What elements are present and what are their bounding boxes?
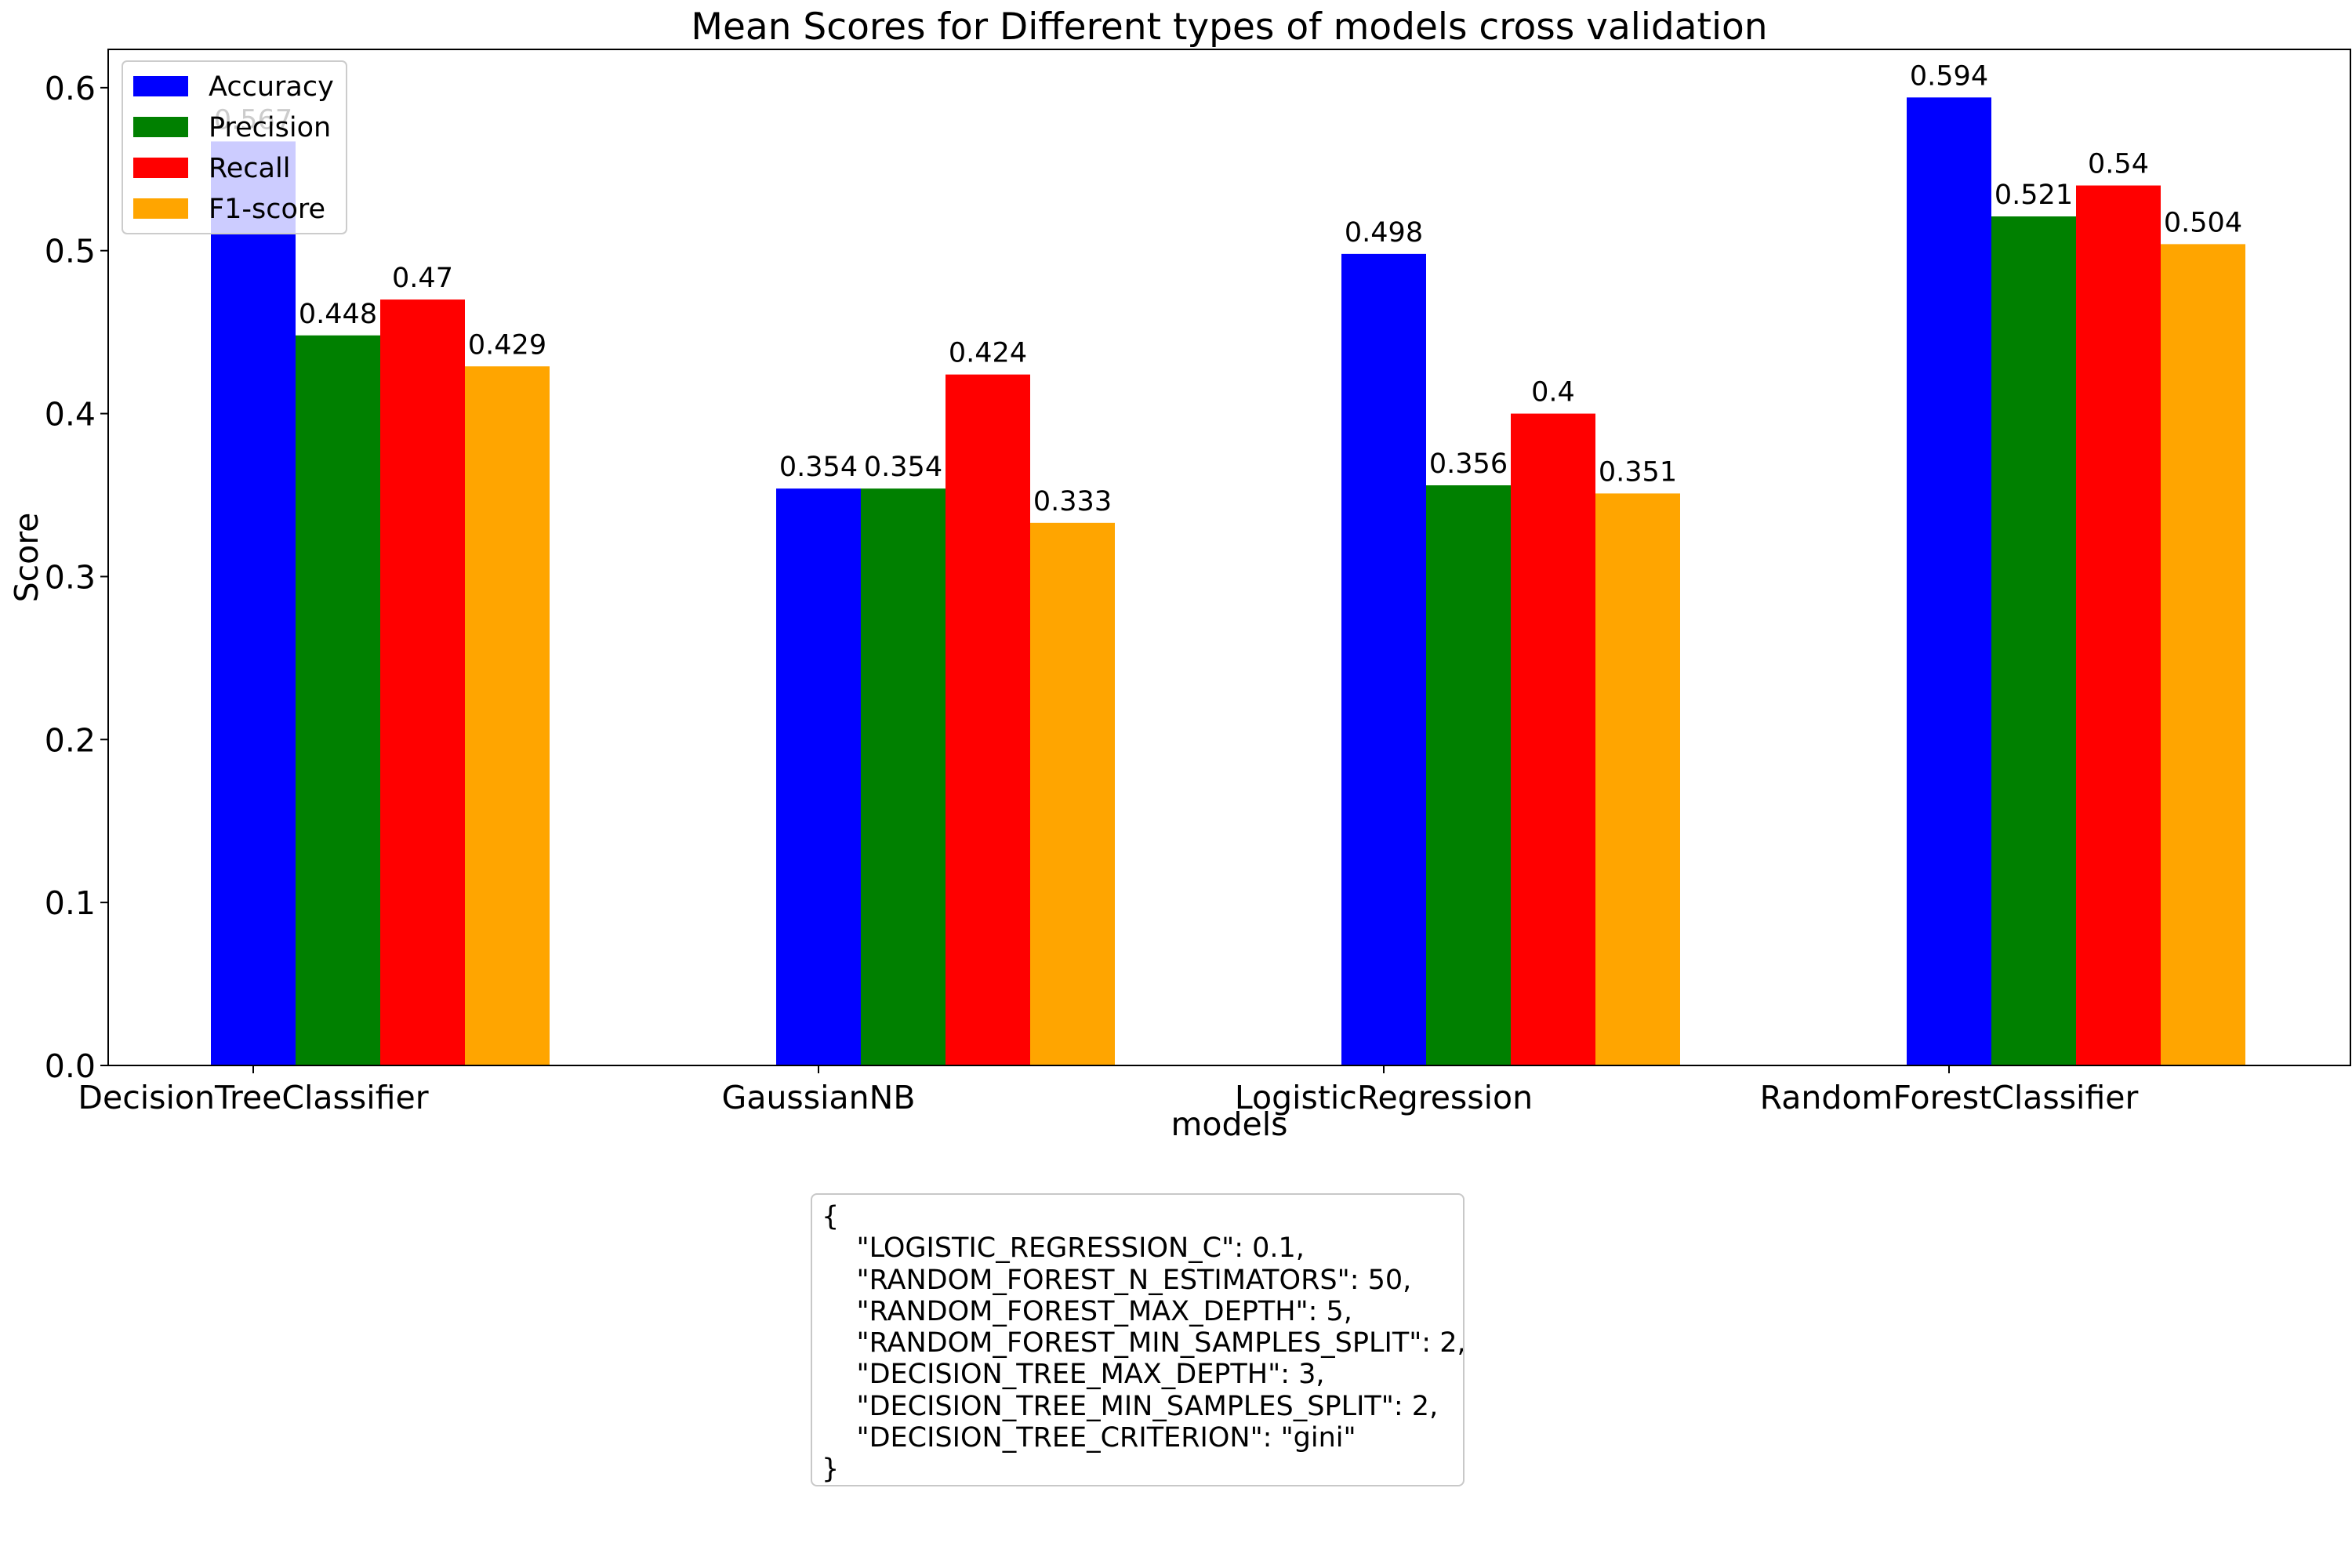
value-labels-layer: 0.5670.3540.4980.5940.4480.3540.3560.521… bbox=[214, 60, 2242, 517]
bar-precision-0 bbox=[296, 335, 380, 1065]
bar-accuracy-2 bbox=[1341, 253, 1426, 1065]
config-line: "RANDOM_FOREST_MIN_SAMPLES_SPLIT": 2, bbox=[822, 1327, 1465, 1359]
bars-layer bbox=[211, 97, 2245, 1066]
bar-recall-0 bbox=[380, 299, 465, 1065]
legend-label: F1-score bbox=[209, 194, 325, 225]
config-box: { "LOGISTIC_REGRESSION_C": 0.1, "RANDOM_… bbox=[811, 1193, 1465, 1486]
value-label: 0.4 bbox=[1531, 377, 1575, 408]
value-label: 0.356 bbox=[1429, 448, 1508, 480]
bar-recall-1 bbox=[946, 374, 1030, 1065]
value-label: 0.429 bbox=[468, 329, 546, 361]
value-label: 0.504 bbox=[2164, 207, 2242, 238]
value-label: 0.448 bbox=[299, 299, 377, 330]
chart-title: Mean Scores for Different types of model… bbox=[691, 5, 1767, 49]
x-tick-label: LogisticRegression bbox=[1235, 1079, 1533, 1116]
legend-swatch bbox=[133, 117, 188, 137]
config-line: { bbox=[822, 1201, 840, 1232]
legend-label: Accuracy bbox=[209, 71, 334, 103]
y-tick-label: 0.0 bbox=[45, 1047, 96, 1085]
x-tick-label: DecisionTreeClassifier bbox=[78, 1079, 428, 1116]
config-line: "RANDOM_FOREST_MAX_DEPTH": 5, bbox=[822, 1295, 1352, 1327]
y-tick-label: 0.5 bbox=[45, 233, 96, 270]
value-label: 0.521 bbox=[1994, 180, 2073, 211]
config-line: "LOGISTIC_REGRESSION_C": 0.1, bbox=[822, 1232, 1305, 1265]
bar-f1-score-3 bbox=[2161, 244, 2245, 1065]
value-label: 0.54 bbox=[2088, 149, 2149, 180]
bar-accuracy-3 bbox=[1907, 97, 1991, 1066]
value-label: 0.594 bbox=[1910, 60, 1988, 92]
config-line: "DECISION_TREE_MAX_DEPTH": 3, bbox=[822, 1359, 1325, 1391]
legend-label: Precision bbox=[209, 112, 331, 143]
value-label: 0.354 bbox=[779, 452, 858, 483]
y-tick-label: 0.2 bbox=[45, 721, 96, 759]
y-tick-label: 0.4 bbox=[45, 396, 96, 434]
bar-precision-3 bbox=[1991, 216, 2076, 1066]
config-line: "DECISION_TREE_MIN_SAMPLES_SPLIT": 2, bbox=[822, 1390, 1439, 1422]
bar-precision-1 bbox=[861, 488, 946, 1065]
legend-label: Recall bbox=[209, 153, 290, 184]
config-line: "RANDOM_FOREST_N_ESTIMATORS": 50, bbox=[822, 1264, 1412, 1296]
x-axis: DecisionTreeClassifier GaussianNB Logistic… bbox=[78, 1065, 2139, 1116]
x-tick-label: RandomForestClassifier bbox=[1760, 1079, 2139, 1116]
y-tick-label: 0.1 bbox=[45, 884, 96, 922]
bar-f1-score-1 bbox=[1030, 522, 1115, 1065]
bar-recall-3 bbox=[2076, 185, 2161, 1066]
value-label: 0.333 bbox=[1033, 486, 1112, 517]
bar-f1-score-2 bbox=[1595, 493, 1680, 1065]
bar-recall-2 bbox=[1511, 413, 1595, 1065]
y-tick-label: 0.3 bbox=[45, 558, 96, 596]
value-label: 0.354 bbox=[864, 452, 942, 483]
x-tick-label: GaussianNB bbox=[722, 1079, 916, 1116]
legend-frame bbox=[122, 60, 347, 234]
value-label: 0.498 bbox=[1345, 217, 1423, 249]
bar-precision-2 bbox=[1426, 485, 1511, 1065]
config-line: } bbox=[822, 1454, 840, 1486]
legend: Accuracy Precision Recall F1-score bbox=[122, 60, 347, 234]
value-label: 0.351 bbox=[1599, 456, 1677, 488]
bar-accuracy-0 bbox=[211, 141, 296, 1065]
y-axis-label: Score bbox=[8, 513, 45, 603]
value-label: 0.47 bbox=[392, 263, 453, 294]
config-line: "DECISION_TREE_CRITERION": "gini" bbox=[822, 1422, 1356, 1454]
legend-swatch bbox=[133, 158, 188, 178]
bar-accuracy-1 bbox=[776, 488, 861, 1065]
x-axis-label: models bbox=[1171, 1105, 1287, 1143]
y-tick-label: 0.6 bbox=[45, 70, 96, 107]
legend-swatch bbox=[133, 198, 188, 219]
value-label: 0.424 bbox=[949, 338, 1027, 369]
bar-f1-score-0 bbox=[465, 366, 550, 1065]
y-axis: 0.0 0.1 0.2 0.3 0.4 0.5 0.6 bbox=[45, 70, 108, 1085]
plot-frame bbox=[107, 49, 2351, 1066]
legend-swatch bbox=[133, 76, 188, 96]
